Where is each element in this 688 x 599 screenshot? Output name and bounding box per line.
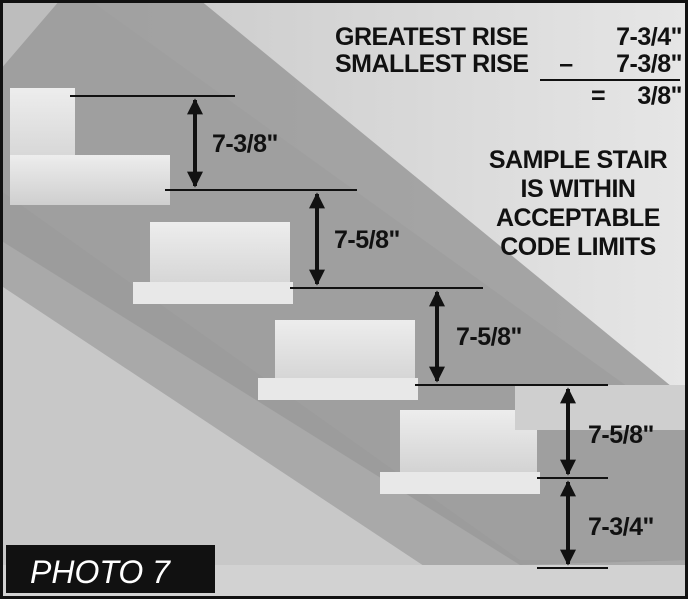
operator: = bbox=[591, 82, 605, 110]
greatest-label: GREATEST RISE bbox=[335, 23, 528, 51]
difference-value: 3/8" bbox=[637, 82, 682, 110]
scene bbox=[0, 0, 688, 599]
operator: – bbox=[559, 50, 573, 78]
smallest-label: SMALLEST RISE bbox=[335, 50, 529, 78]
note-line: IS WITHIN bbox=[521, 175, 636, 203]
riser-label: 7-3/8" bbox=[212, 130, 278, 158]
riser-label: 7-3/4" bbox=[588, 513, 654, 541]
smallest-value: 7-3/8" bbox=[616, 50, 682, 78]
riser-label: 7-5/8" bbox=[456, 323, 522, 351]
greatest-value: 7-3/4" bbox=[616, 23, 682, 51]
photo: 7-3/8" 7-5/8" 7-5/8" 7-5/8" 7-3/4" GREAT… bbox=[0, 0, 688, 599]
caption: PHOTO 7 bbox=[30, 554, 171, 590]
riser-label: 7-5/8" bbox=[334, 226, 400, 254]
note-line: SAMPLE STAIR bbox=[489, 146, 668, 174]
riser-label: 7-5/8" bbox=[588, 421, 654, 449]
note-line: ACCEPTABLE bbox=[496, 204, 660, 232]
note-line: CODE LIMITS bbox=[500, 233, 656, 261]
